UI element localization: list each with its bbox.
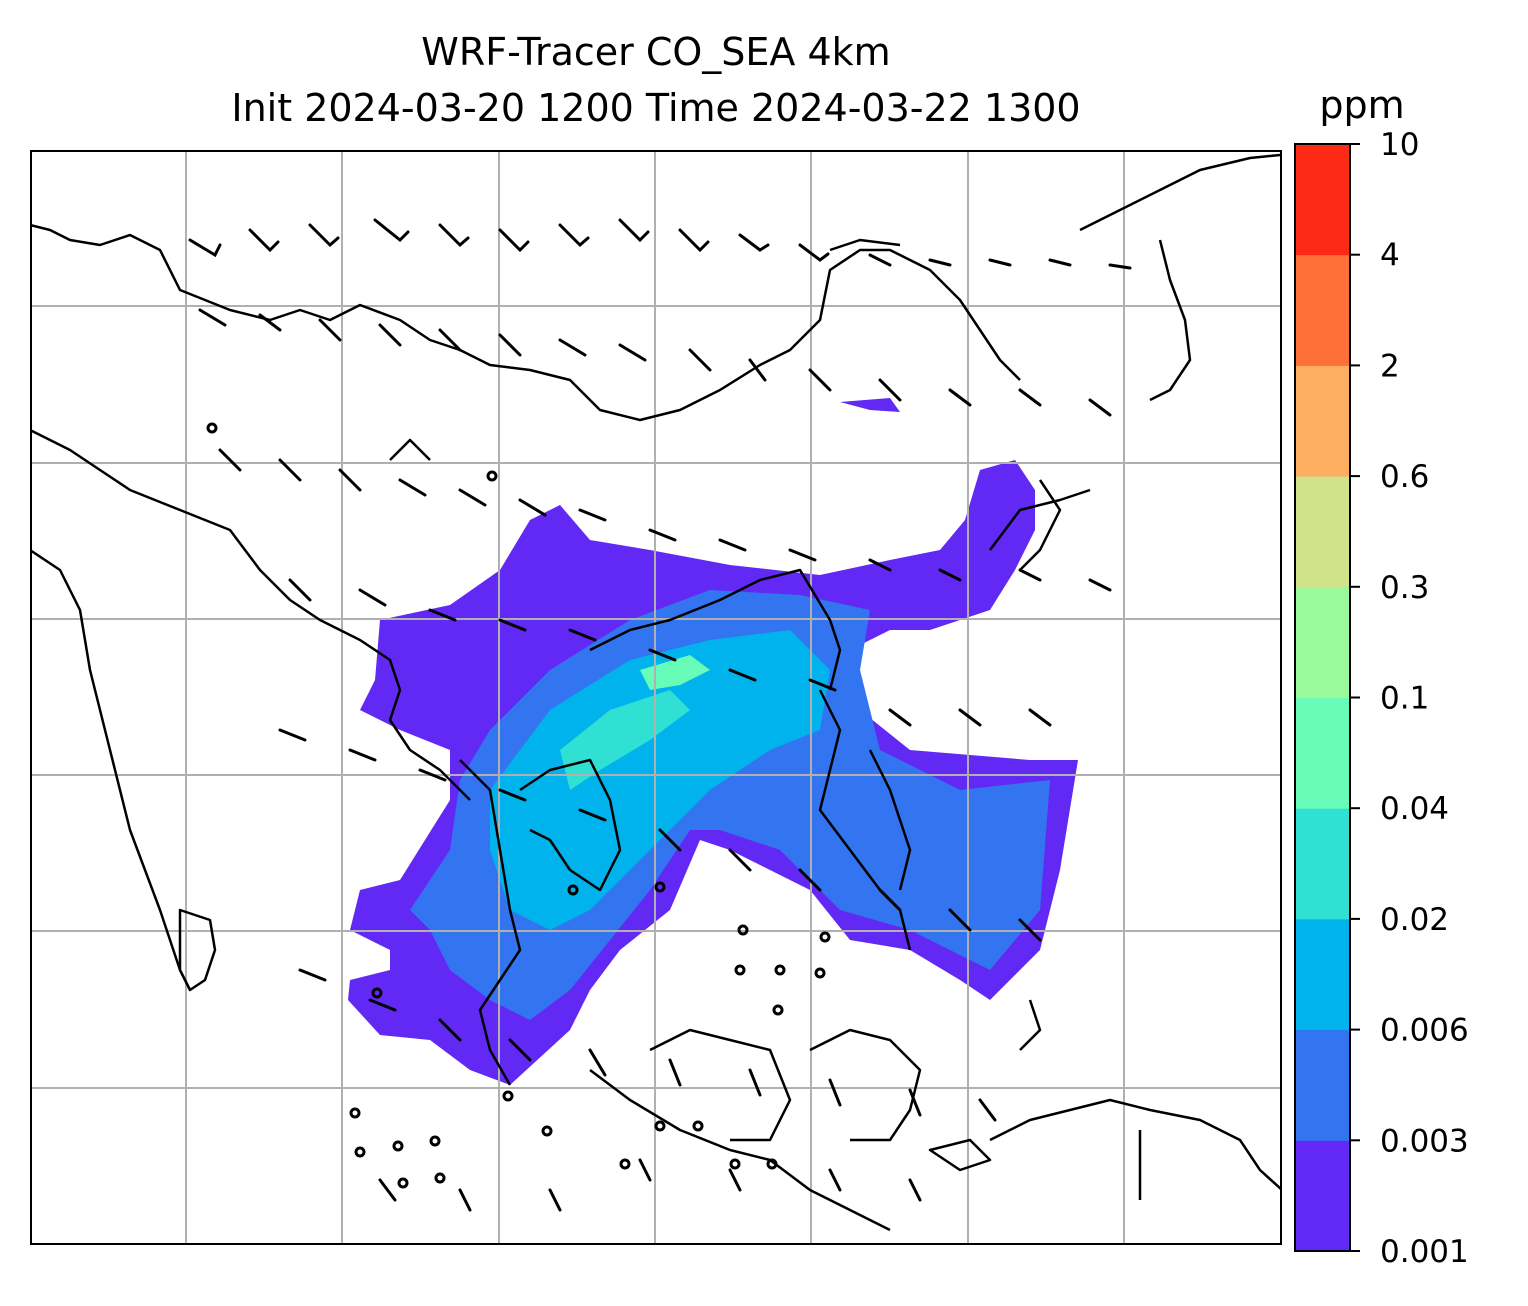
plume-layer-5 [640,655,710,690]
colorbar-tick-label: 0.02 [1380,902,1449,938]
plume-northeast-streak [840,398,900,412]
wind-barbs [188,218,1132,1212]
colorbar-band [1295,918,1350,1031]
colorbar-tick-label: 4 [1380,238,1400,274]
colorbar-tick-label: 0.001 [1380,1234,1469,1270]
colorbar-unit-label: ppm [1319,90,1404,127]
colorbar-band [1295,1029,1350,1141]
colorbar-band [1295,365,1350,477]
calm-wind-markers [206,422,831,1189]
co-plume [348,398,1078,1085]
colorbar-tick-label: 0.003 [1380,1123,1469,1159]
colorbar-tick-label: 2 [1380,348,1400,384]
map-title-line1: WRF-Tracer CO_SEA 4km [421,30,891,74]
colorbar-ticks: 0.001 0.003 0.006 0.02 0.04 0.1 0.3 0.6 2 4 10 [1350,127,1469,1270]
map-title-line2: Init 2024-03-20 1200 Time 2024-03-22 130… [231,86,1081,130]
colorbar-band [1295,586,1350,698]
colorbar-tick-label: 0.1 [1380,681,1429,717]
colorbar-tick-label: 0.006 [1380,1013,1469,1049]
colorbar-band [1295,144,1350,256]
colorbar-tick-label: 0.3 [1380,570,1429,606]
colorbar-tick-label: 0.04 [1380,791,1449,827]
colorbar-band [1295,476,1350,588]
map-panel [30,150,1282,1245]
colorbar-band [1295,808,1350,920]
colorbar: ppm 0.001 0.003 0.006 0.02 0.04 0.1 0.3 0.6 2 4 10 [1294,90,1469,1270]
colorbar-band [1295,697,1350,809]
gridlines [30,150,1282,1245]
colorbar-band [1295,1140,1350,1252]
colorbar-band [1295,254,1350,366]
colorbar-tick-label: 10 [1380,127,1419,163]
colorbar-tick-label: 0.6 [1380,459,1429,495]
plume-layer-3 [490,630,830,930]
colorbar-bands [1295,144,1350,1252]
